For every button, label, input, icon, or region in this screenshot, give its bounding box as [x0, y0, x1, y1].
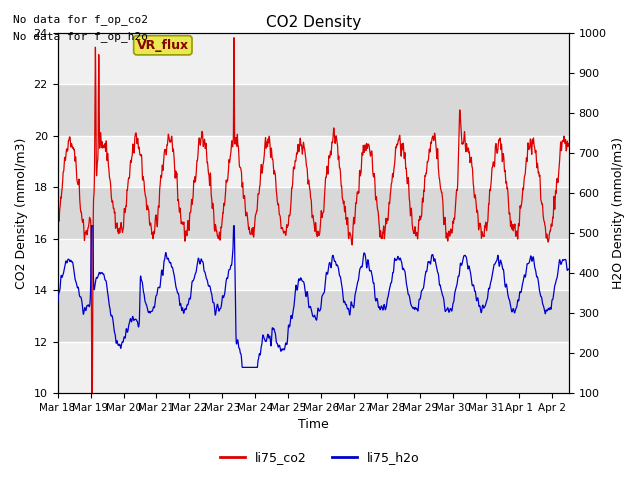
Legend: li75_co2, li75_h2o: li75_co2, li75_h2o	[215, 446, 425, 469]
Y-axis label: H2O Density (mmol/m3): H2O Density (mmol/m3)	[612, 137, 625, 289]
X-axis label: Time: Time	[298, 419, 328, 432]
Title: CO2 Density: CO2 Density	[266, 15, 361, 30]
Bar	[58, 239, 569, 290]
Bar	[58, 135, 569, 187]
Bar	[58, 342, 569, 393]
Text: No data for f_op_co2: No data for f_op_co2	[13, 14, 148, 25]
Text: No data for f_op_h2o: No data for f_op_h2o	[13, 31, 148, 42]
Bar	[58, 33, 569, 84]
Text: VR_flux: VR_flux	[137, 39, 189, 52]
Y-axis label: CO2 Density (mmol/m3): CO2 Density (mmol/m3)	[15, 137, 28, 288]
